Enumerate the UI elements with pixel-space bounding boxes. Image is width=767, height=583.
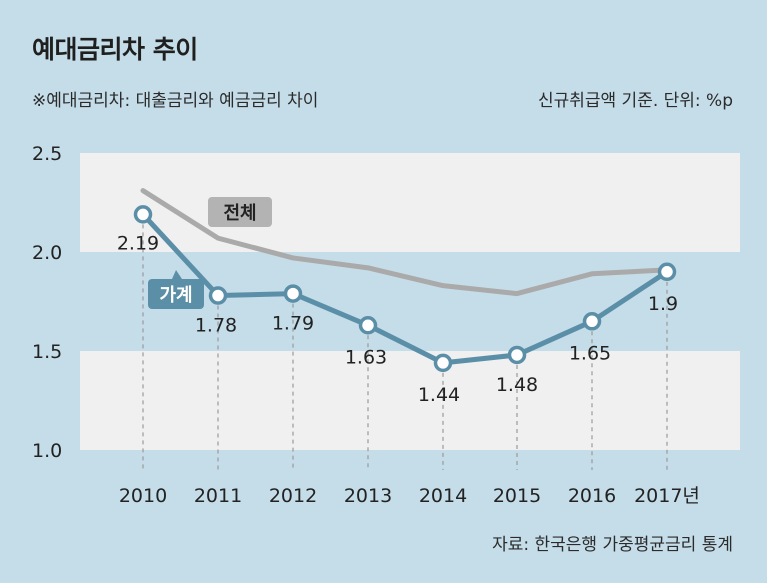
unit-note: 신규취급액 기준. 단위: %p (537, 91, 733, 111)
data-point (283, 284, 303, 303)
grid-band (80, 351, 740, 450)
y-tick-label: 2.0 (32, 242, 62, 264)
guide-lines (142, 224, 668, 470)
series-line (140, 211, 670, 366)
grid-band (80, 153, 740, 252)
series-points (133, 205, 677, 373)
x-tick-label: 2012 (269, 485, 317, 507)
x-tick-label: 2017년 (634, 485, 700, 507)
x-tick-label: 2016 (568, 485, 616, 507)
data-label: 2.19 (117, 232, 159, 254)
data-point (433, 353, 453, 373)
data-point (582, 312, 602, 331)
y-axis-ticks: 2.5 2.0 1.5 1.0 (32, 143, 62, 462)
household-tag-label: 가계 (159, 285, 192, 306)
data-label: 1.9 (648, 293, 678, 315)
x-tick-label: 2011 (194, 485, 242, 507)
x-tick-label: 2015 (493, 485, 541, 507)
chart-note: ※예대금리차: 대출금리와 예금금리 차이 (32, 91, 319, 111)
y-tick-label: 2.5 (32, 143, 62, 165)
y-tick-label: 1.5 (32, 341, 62, 363)
plot-bands (80, 153, 740, 450)
x-tick-label: 2013 (344, 485, 392, 507)
total-tag-box (208, 197, 272, 227)
x-tick-label: 2014 (419, 485, 467, 507)
data-label: 1.44 (418, 384, 460, 406)
data-label: 1.48 (496, 374, 538, 396)
data-point (208, 286, 228, 305)
household-tag-box (148, 279, 204, 309)
chart-title: 예대금리차 추이 (32, 35, 198, 64)
data-labels: 2.19 1.78 1.79 1.63 1.44 1.48 1.65 1.9 (117, 232, 678, 406)
x-axis-ticks: 2010 2011 2012 2013 2014 2015 2016 2017년 (119, 485, 700, 507)
data-label: 1.79 (272, 313, 314, 335)
total-tag-label: 전체 (223, 203, 256, 224)
series-lines (140, 188, 670, 366)
household-tag-pointer (172, 270, 182, 279)
x-tick-label: 2010 (119, 485, 167, 507)
series-line (140, 188, 670, 297)
data-label: 1.78 (195, 315, 237, 337)
y-tick-label: 1.0 (32, 440, 62, 462)
data-point (507, 345, 527, 365)
data-point (358, 316, 378, 335)
source-note: 자료: 한국은행 가중평균금리 통계 (492, 535, 733, 555)
data-point (657, 262, 677, 282)
data-point (133, 205, 153, 224)
data-label: 1.65 (569, 342, 611, 364)
data-label: 1.63 (345, 346, 387, 368)
